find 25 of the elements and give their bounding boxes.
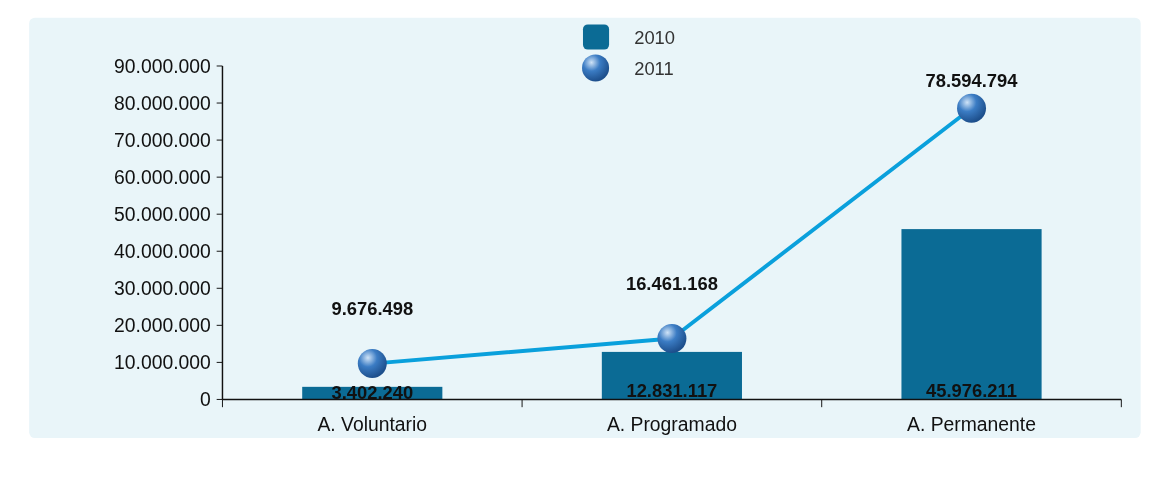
data-label: 12.831.117 [626, 380, 718, 402]
y-tick-label: 70.000.000 [114, 129, 211, 151]
y-tick-label: 80.000.000 [114, 92, 211, 114]
y-tick-label: 30.000.000 [114, 278, 211, 300]
y-tick-label: 50.000.000 [114, 203, 211, 225]
y-tick-label: 40.000.000 [114, 241, 211, 263]
x-tick-label: A. Voluntario [317, 414, 428, 436]
y-tick-label: 0 [200, 389, 211, 411]
y-tick-label: 20.000.000 [114, 315, 211, 337]
data-label: 45.976.211 [926, 380, 1017, 402]
data-label: 3.402.240 [331, 381, 414, 403]
y-tick-label: 10.000.000 [114, 352, 211, 374]
data-label: 9.676.498 [331, 298, 414, 320]
bar [901, 229, 1042, 400]
y-tick-label: 60.000.000 [114, 166, 211, 188]
legend-label: 2011 [634, 57, 674, 79]
point [357, 349, 387, 379]
point [957, 93, 987, 123]
x-tick-label: A. Permanente [907, 414, 1036, 436]
data-label: 16.461.168 [625, 273, 718, 295]
data-label: 78.594.794 [925, 69, 1019, 91]
x-tick-label: A. Programado [606, 414, 737, 436]
legend-label: 2010 [634, 26, 676, 48]
y-tick-label: 90.000.000 [114, 55, 211, 77]
point [657, 323, 687, 353]
